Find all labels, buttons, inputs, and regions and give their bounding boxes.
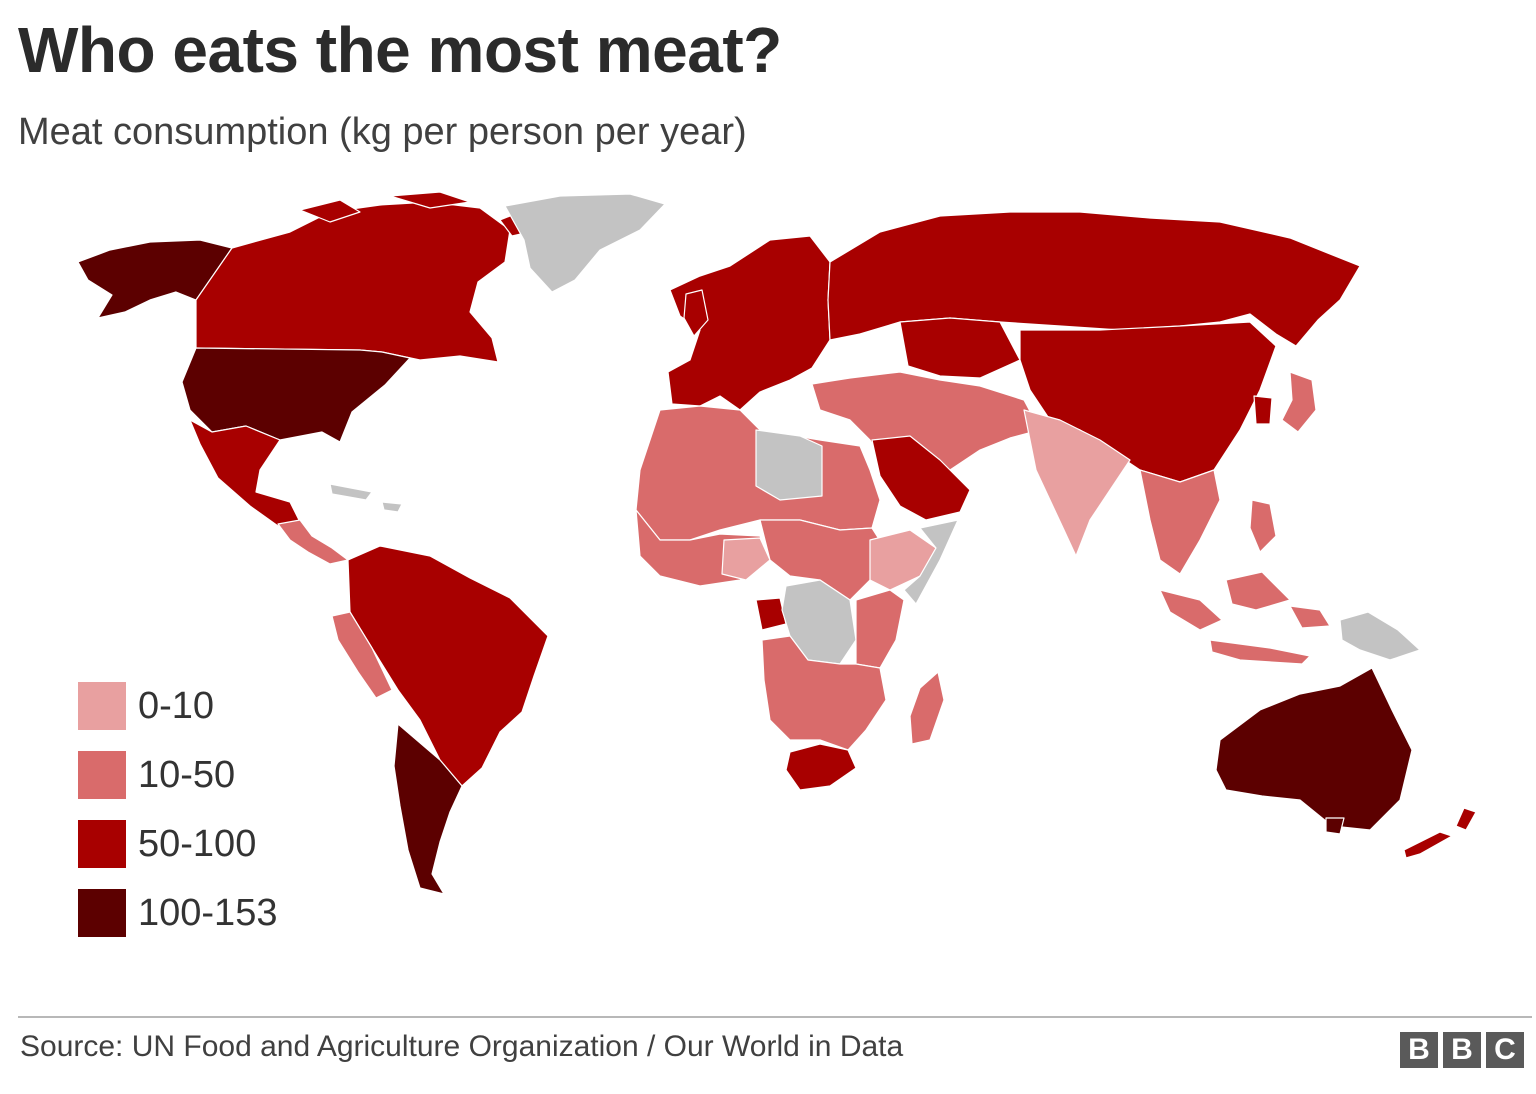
region-papua-new-guinea bbox=[1339, 611, 1421, 661]
region-south-africa bbox=[785, 743, 857, 791]
legend-swatch bbox=[78, 889, 126, 937]
region-alaska bbox=[77, 239, 233, 319]
region-indonesia bbox=[1159, 571, 1331, 665]
region-gabon bbox=[755, 597, 787, 631]
region-caribbean bbox=[329, 483, 403, 513]
chart-subtitle: Meat consumption (kg per person per year… bbox=[18, 111, 747, 153]
legend-swatch bbox=[78, 820, 126, 868]
region-europe bbox=[667, 235, 831, 411]
bbc-logo-letter: B bbox=[1443, 1032, 1481, 1068]
region-philippines bbox=[1249, 499, 1277, 553]
region-mexico bbox=[189, 419, 301, 527]
legend-label: 10-50 bbox=[138, 754, 236, 796]
region-united-states bbox=[181, 347, 411, 443]
world-map bbox=[77, 191, 1477, 895]
region-greenland bbox=[504, 193, 666, 293]
region-central-asia bbox=[899, 317, 1021, 379]
chart-title: Who eats the most meat? bbox=[18, 14, 782, 86]
region-uk bbox=[683, 289, 709, 337]
region-southeast-asia bbox=[1139, 469, 1221, 575]
region-southern-africa bbox=[761, 635, 887, 751]
bbc-logo-letter: C bbox=[1486, 1032, 1524, 1068]
region-central-america bbox=[277, 519, 349, 565]
region-new-zealand bbox=[1403, 807, 1477, 859]
bbc-logo: B B C bbox=[1400, 1032, 1524, 1068]
region-tasmania bbox=[1325, 817, 1345, 835]
legend-label: 0-10 bbox=[138, 685, 215, 727]
region-india bbox=[1023, 409, 1131, 557]
region-australia bbox=[1215, 667, 1413, 831]
region-peru bbox=[331, 611, 393, 699]
region-nigeria bbox=[721, 537, 771, 581]
bbc-logo-letter: B bbox=[1400, 1032, 1438, 1068]
region-east-africa bbox=[855, 589, 905, 669]
region-saudi-arabia bbox=[871, 435, 971, 521]
source-note: Source: UN Food and Agriculture Organiza… bbox=[20, 1030, 904, 1063]
footer-divider bbox=[18, 1016, 1532, 1018]
legend-label: 50-100 bbox=[138, 823, 257, 865]
region-korea bbox=[1253, 395, 1273, 425]
region-japan bbox=[1281, 371, 1317, 433]
legend-label: 100-153 bbox=[138, 892, 278, 934]
region-somalia bbox=[903, 519, 959, 605]
region-argentina bbox=[393, 723, 463, 895]
region-canada bbox=[195, 201, 511, 363]
legend-swatch bbox=[78, 682, 126, 730]
legend-swatch bbox=[78, 751, 126, 799]
region-south-america bbox=[347, 545, 549, 787]
region-libya bbox=[755, 429, 823, 501]
region-madagascar bbox=[909, 671, 945, 745]
region-middle-east bbox=[811, 371, 1041, 481]
